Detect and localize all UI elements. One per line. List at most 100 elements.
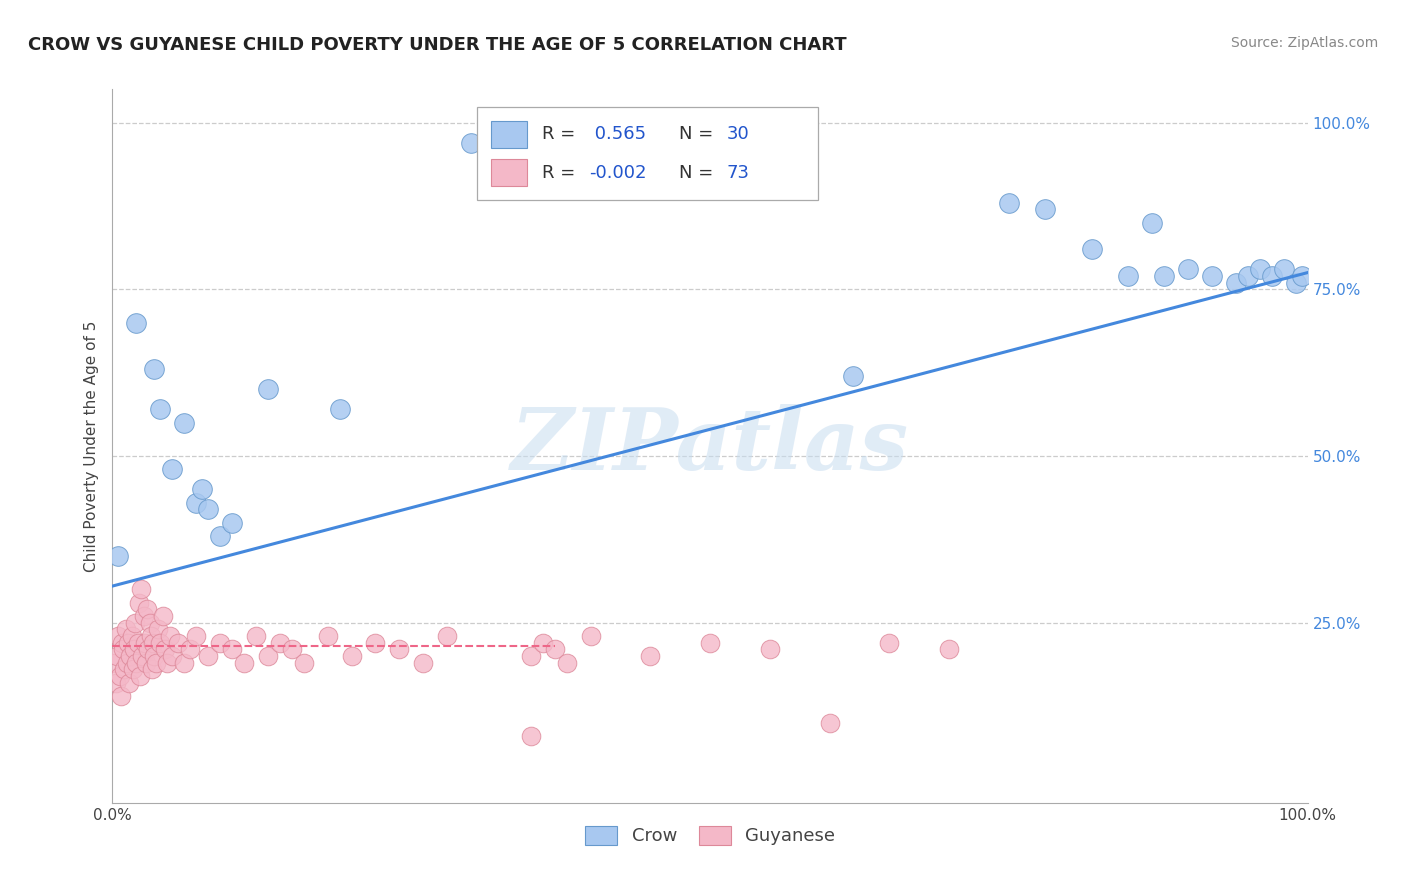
Point: [152, 609, 174, 624]
Point: [146, 623, 169, 637]
Point: [209, 636, 232, 650]
Point: [842, 368, 865, 383]
Point: [1142, 216, 1164, 230]
Text: 0.565: 0.565: [589, 125, 647, 143]
Text: N =: N =: [679, 164, 718, 182]
Point: [186, 496, 208, 510]
Point: [186, 629, 208, 643]
Point: [1225, 276, 1247, 290]
Point: [1285, 276, 1308, 290]
Point: [118, 675, 141, 690]
Point: [125, 316, 148, 330]
Point: [179, 642, 201, 657]
Point: [149, 636, 172, 650]
Legend: Crow, Guyanese: Crow, Guyanese: [575, 817, 845, 855]
Text: R =: R =: [541, 125, 581, 143]
Point: [138, 615, 160, 630]
Point: [110, 689, 132, 703]
Point: [531, 636, 554, 650]
Point: [221, 642, 243, 657]
Point: [759, 642, 782, 657]
Point: [117, 636, 139, 650]
Point: [191, 483, 214, 497]
Point: [257, 649, 280, 664]
Point: [460, 136, 482, 150]
Point: [143, 362, 166, 376]
Point: [579, 629, 602, 643]
Point: [1261, 268, 1284, 283]
Point: [173, 416, 195, 430]
Y-axis label: Child Poverty Under the Age of 5: Child Poverty Under the Age of 5: [84, 320, 100, 572]
Text: 73: 73: [727, 164, 749, 182]
Point: [136, 602, 159, 616]
Point: [114, 623, 136, 637]
Point: [121, 662, 143, 676]
Point: [1237, 268, 1260, 283]
Point: [316, 629, 339, 643]
Point: [209, 529, 232, 543]
Point: [167, 636, 190, 650]
Point: [197, 649, 219, 664]
Point: [159, 629, 181, 643]
Point: [122, 642, 145, 657]
Point: [221, 516, 243, 530]
Point: [142, 636, 165, 650]
Point: [107, 629, 129, 643]
Point: [1249, 262, 1271, 277]
Text: CROW VS GUYANESE CHILD POVERTY UNDER THE AGE OF 5 CORRELATION CHART: CROW VS GUYANESE CHILD POVERTY UNDER THE…: [28, 36, 846, 54]
Point: [162, 649, 183, 664]
Point: [156, 656, 179, 670]
Point: [108, 669, 131, 683]
Point: [257, 382, 280, 396]
Point: [104, 656, 127, 670]
Point: [818, 715, 841, 730]
Point: [141, 662, 163, 676]
Point: [1153, 268, 1175, 283]
Point: [105, 649, 128, 664]
Point: [128, 596, 150, 610]
Point: [269, 636, 291, 650]
Point: [388, 642, 411, 657]
Point: [162, 462, 183, 476]
Point: [149, 402, 172, 417]
Point: [998, 195, 1021, 210]
Point: [145, 656, 167, 670]
FancyBboxPatch shape: [477, 107, 818, 200]
Point: [138, 642, 160, 657]
Text: -0.002: -0.002: [589, 164, 647, 182]
Point: [281, 642, 304, 657]
Text: 30: 30: [727, 125, 749, 143]
Point: [121, 629, 143, 643]
Point: [543, 642, 565, 657]
Point: [879, 636, 901, 650]
Point: [129, 669, 152, 683]
Point: [520, 649, 543, 664]
Point: [1118, 268, 1140, 283]
Point: [245, 629, 267, 643]
Point: [131, 649, 153, 664]
Point: [134, 636, 156, 650]
Point: [699, 636, 721, 650]
Point: [143, 649, 166, 664]
Point: [125, 656, 148, 670]
Point: [1272, 262, 1295, 277]
Point: [233, 656, 256, 670]
Point: [640, 649, 662, 664]
Point: [111, 636, 134, 650]
Point: [364, 636, 387, 650]
FancyBboxPatch shape: [491, 159, 527, 186]
Point: [107, 549, 129, 563]
Point: [197, 502, 219, 516]
Point: [124, 615, 146, 630]
Point: [115, 656, 138, 670]
Point: [105, 675, 128, 690]
Text: Source: ZipAtlas.com: Source: ZipAtlas.com: [1230, 36, 1378, 50]
Point: [120, 649, 142, 664]
Text: N =: N =: [679, 125, 718, 143]
Point: [132, 609, 155, 624]
Point: [340, 649, 363, 664]
Point: [1081, 242, 1104, 256]
Point: [114, 662, 135, 676]
Point: [1177, 262, 1199, 277]
Point: [1201, 268, 1223, 283]
